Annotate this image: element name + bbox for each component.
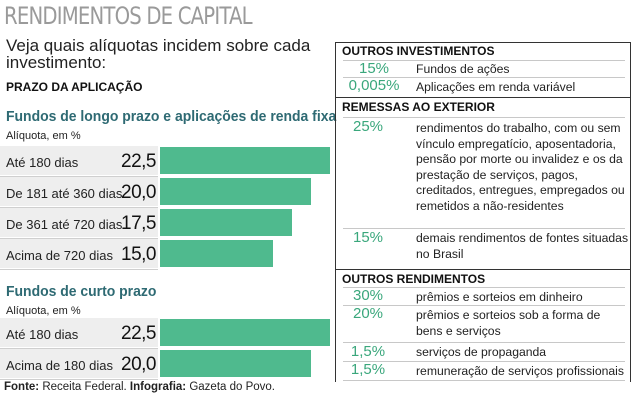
rate-value: 20% <box>352 305 384 322</box>
page-title: RENDIMENTOS DE CAPITAL <box>4 2 253 30</box>
row-divider <box>343 361 625 362</box>
bar <box>160 178 311 205</box>
rate-description: Aplicações em renda variável <box>416 80 576 94</box>
bar-row-divider <box>0 348 158 349</box>
rate-value: 30% <box>352 287 384 304</box>
section-rule <box>335 269 631 270</box>
row-divider <box>343 228 625 229</box>
rate-description: prêmios e sorteios sob a forma de bens e… <box>416 308 601 338</box>
source-line: Fonte: Receita Federal. Infografia: Gaze… <box>4 381 275 393</box>
rate-value: 1,5% <box>350 343 386 360</box>
rate-description: demais rendimentos de fontes situadas no… <box>416 231 629 261</box>
chart-2-axis-label: Alíquota, em % <box>6 305 81 317</box>
bar-row-background <box>0 349 158 378</box>
source-text: Receita Federal. <box>39 381 130 393</box>
row-divider <box>343 342 625 343</box>
bar-row-divider <box>0 269 158 270</box>
bar <box>160 209 292 236</box>
bar-row-divider <box>0 238 158 239</box>
bar <box>160 240 273 267</box>
infographic-text: Gazeta do Povo. <box>186 381 276 393</box>
bar-row-background <box>0 146 158 175</box>
bar-category-label: Até 180 dias <box>6 327 79 342</box>
rate-value: 15% <box>358 60 390 77</box>
section-heading-outros-rendimentos: OUTROS RENDIMENTOS <box>342 272 486 286</box>
section-rule <box>335 97 631 98</box>
section-label: PRAZO DA APLICAÇÃO <box>6 80 143 94</box>
bar-category-label: De 181 até 360 dias <box>6 186 123 201</box>
bar <box>160 147 330 174</box>
chart-2: Até 180 dias 22,5 Acima de 180 dias 20,0 <box>0 318 333 380</box>
rate-value: 25% <box>352 118 384 135</box>
bar-value-label: 20,0 <box>121 182 156 203</box>
source-label: Fonte: <box>4 381 40 393</box>
chart-1-axis-label: Alíquota, em % <box>6 130 81 142</box>
bar-row-background <box>0 208 158 237</box>
bar <box>160 350 311 377</box>
bar-row-background <box>0 177 158 206</box>
row-divider <box>343 77 625 78</box>
row-divider <box>343 287 625 288</box>
rate-value: 0,005% <box>348 77 400 94</box>
infographic-label: Infografia: <box>129 381 187 393</box>
table-border-right <box>630 42 631 382</box>
rate-value: 1,5% <box>350 361 386 378</box>
bar-row-divider <box>0 207 158 208</box>
row-divider <box>343 380 625 381</box>
section-heading-remessas: REMESSAS AO EXTERIOR <box>342 100 495 114</box>
rate-description: serviços de propaganda <box>416 345 547 359</box>
section-heading-outros-investimentos: OUTROS INVESTIMENTOS <box>342 44 495 58</box>
bar-value-label: 20,0 <box>121 354 156 375</box>
subtitle: Veja quais alíquotas incidem sobre cada … <box>6 36 311 72</box>
bar-value-label: 15,0 <box>121 244 156 265</box>
rate-value: 15% <box>352 229 384 246</box>
bar-row-background <box>0 239 158 268</box>
table-border-left <box>335 42 336 382</box>
bar-category-label: Acima de 720 dias <box>6 248 113 263</box>
chart-2-title: Fundos de curto prazo <box>6 283 157 300</box>
rate-description: rendimentos do trabalho, com ou sem vínc… <box>416 121 625 213</box>
section-rule <box>335 42 631 43</box>
bar-row-divider <box>0 176 158 177</box>
bar-category-label: Acima de 180 dias <box>6 358 113 373</box>
row-divider <box>343 60 625 61</box>
row-divider <box>343 117 625 118</box>
bar-value-label: 17,5 <box>121 213 156 234</box>
bar-value-label: 22,5 <box>121 151 156 172</box>
bar-value-label: 22,5 <box>121 323 156 344</box>
bar-category-label: De 361 até 720 dias <box>6 217 123 232</box>
chart-1-title: Fundos de longo prazo e aplicações de re… <box>6 108 337 125</box>
rate-description: remuneração de serviços profissionais <box>416 364 624 378</box>
rate-description: prêmios e sorteios em dinheiro <box>416 290 583 304</box>
bar <box>160 319 330 346</box>
bar-category-label: Até 180 dias <box>6 155 79 170</box>
rate-description: Fundos de ações <box>416 62 510 76</box>
bar-row-divider <box>0 379 158 380</box>
chart-1: Até 180 dias 22,5 De 181 até 360 dias 20,0 D… <box>0 146 333 270</box>
bar-row-background <box>0 318 158 347</box>
row-divider <box>343 305 625 306</box>
